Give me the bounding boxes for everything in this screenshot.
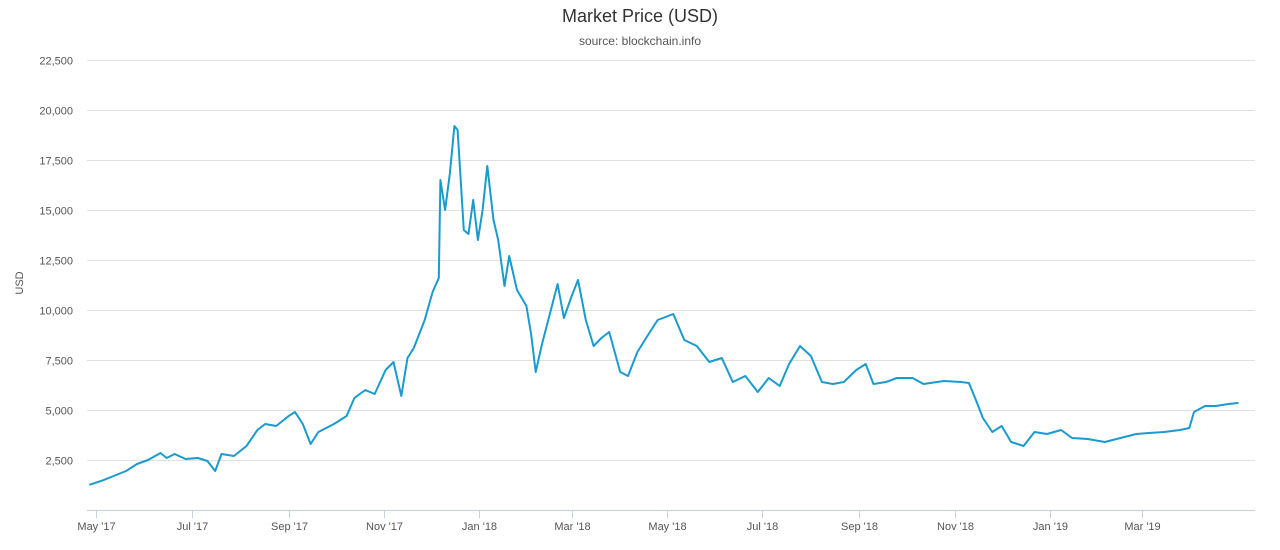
y-tick-label: 20,000: [39, 106, 73, 118]
y-tick-label: 2,500: [45, 456, 73, 468]
x-tick-label: Sep '18: [841, 521, 878, 533]
y-tick-label: 15,000: [39, 206, 73, 218]
series-line-market-price: [89, 125, 1239, 486]
x-tick-label: Jul '18: [747, 521, 778, 533]
x-tick-label: Jan '19: [1033, 521, 1068, 533]
x-tick-label: Jul '17: [177, 521, 208, 533]
y-axis-title: USD: [14, 271, 26, 294]
x-axis: May '17 Jul '17 Sep '17 Nov '17 Jan '18 Mar '…: [77, 510, 1255, 533]
x-tick-label: May '18: [648, 521, 686, 533]
series-layer: [89, 125, 1239, 486]
chart-subtitle: source: blockchain.info: [578, 34, 702, 48]
y-axis: 2,500 5,000 7,500 10,000 12,500 15,000 17,500 2…: [14, 56, 73, 468]
y-tick-label: 10,000: [39, 306, 73, 318]
x-tick-label: Jan '18: [462, 521, 497, 533]
chart-title: Market Price (USD): [561, 6, 718, 26]
grid-layer: [87, 60, 1255, 461]
x-tick-label: Mar '19: [1124, 521, 1160, 533]
x-tick-label: Mar '18: [554, 521, 590, 533]
y-tick-label: 5,000: [45, 406, 73, 418]
x-tick-label: Nov '17: [366, 521, 403, 533]
y-tick-label: 12,500: [39, 256, 73, 268]
y-tick-label: 17,500: [39, 156, 73, 168]
y-tick-label: 7,500: [45, 356, 73, 368]
y-tick-label: 22,500: [39, 56, 73, 68]
x-tick-label: Sep '17: [271, 521, 308, 533]
x-tick-label: Nov '18: [937, 521, 974, 533]
x-tick-label: May '17: [77, 521, 115, 533]
